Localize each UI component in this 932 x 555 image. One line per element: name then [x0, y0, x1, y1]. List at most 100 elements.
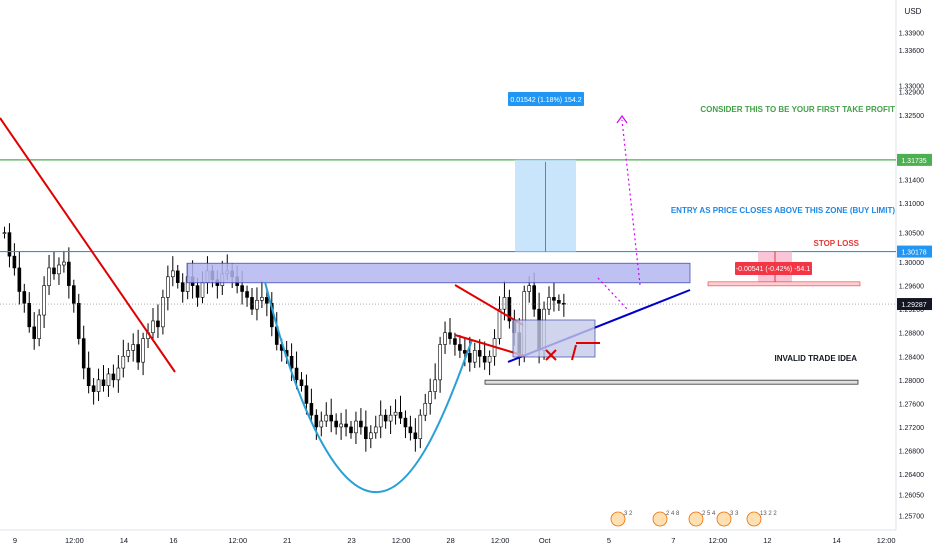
time-tick-label: 12:00	[491, 536, 510, 545]
candle-body	[62, 261, 66, 266]
time-tick-label: 9	[13, 536, 17, 545]
candle-body	[378, 414, 383, 428]
candle-body	[245, 291, 249, 298]
level-badge	[897, 245, 932, 258]
price-tick-label: 1.29600	[899, 284, 924, 291]
candle-body	[250, 297, 254, 310]
candle-body	[562, 302, 566, 305]
candle-body	[86, 367, 91, 387]
price-tick-label: 1.27200	[899, 425, 924, 432]
candle-body	[121, 355, 126, 369]
event-badge-icon[interactable]	[652, 511, 668, 527]
resistance-zone	[186, 262, 691, 284]
candle-body	[309, 403, 314, 416]
candle-body	[27, 302, 32, 328]
candle-body	[344, 423, 348, 428]
candle-body	[42, 285, 46, 316]
candle-body	[81, 338, 86, 369]
price-tick-label: 1.25700	[899, 513, 924, 520]
candle-body	[171, 270, 175, 278]
candle-body	[403, 417, 408, 428]
candle-body	[339, 423, 343, 428]
candle-body	[532, 285, 536, 310]
candle-body	[359, 420, 363, 428]
price-tick-label: 1.28400	[899, 354, 924, 361]
candle-body	[383, 414, 388, 422]
candle-body	[463, 350, 467, 354]
candle-body	[195, 285, 200, 298]
candle-body	[116, 367, 121, 381]
candle-body	[91, 385, 96, 392]
level-label: 1.30178	[901, 250, 926, 257]
candle-body	[72, 285, 76, 304]
event-badge-label: 3 2	[624, 511, 633, 517]
last-price-badge	[897, 298, 932, 311]
price-tick-label: 1.32900	[899, 89, 924, 96]
candle-body	[22, 291, 27, 304]
candle-body	[175, 270, 180, 283]
last-price-label: 1.29287	[901, 302, 926, 309]
time-tick-label: 28	[446, 536, 454, 545]
candle-body	[111, 373, 116, 381]
candle-body	[408, 426, 413, 434]
candle-body	[141, 338, 145, 363]
time-tick-label: 14	[120, 536, 128, 545]
price-tick-label: 1.26400	[899, 472, 924, 479]
candle-body	[289, 355, 294, 369]
candle-body	[324, 414, 329, 422]
candle-body	[299, 379, 304, 387]
candle-body	[131, 344, 135, 351]
candle-body	[304, 385, 309, 404]
price-tick-label: 1.33000	[899, 83, 924, 90]
currency-label: USD	[905, 7, 922, 16]
candle-body	[47, 267, 51, 286]
event-badge-label: 13 2 2	[760, 511, 777, 517]
candle-body	[448, 332, 452, 339]
candle-body	[487, 355, 492, 363]
cross-mark	[545, 349, 557, 361]
event-badge-icon[interactable]	[688, 511, 704, 527]
candle-body	[294, 367, 299, 381]
time-tick-label: 12:00	[65, 536, 84, 545]
candle-body	[2, 232, 7, 234]
candle-body	[433, 379, 437, 392]
event-badge-icon[interactable]	[610, 511, 626, 527]
candle-body	[7, 232, 12, 257]
measure-short-label: -0.00541 (-0.42%) -54.1	[736, 266, 810, 273]
level-badge	[897, 153, 932, 166]
invalid-label: INVALID TRADE IDEA	[774, 354, 857, 363]
wedge-upper-line	[454, 284, 524, 326]
candle-body	[329, 414, 334, 422]
price-tick-label: 1.33600	[899, 48, 924, 55]
price-tick-label: 1.29200	[899, 307, 924, 314]
candle-body	[398, 411, 403, 419]
candle-body	[507, 297, 512, 322]
stop-loss-label: STOP LOSS	[814, 239, 860, 248]
measure-long-label: 0.01542 (1.18%) 154.2	[510, 97, 581, 104]
candle-body	[67, 261, 71, 286]
candle-body	[17, 267, 22, 292]
measure-short-badge	[735, 262, 812, 275]
price-tick-label: 1.30000	[899, 260, 924, 267]
candle-body	[364, 426, 368, 440]
event-badge-icon[interactable]	[746, 511, 762, 527]
price-tick-label: 1.26050	[899, 493, 924, 500]
event-badge-icon[interactable]	[716, 511, 732, 527]
candle-body	[136, 344, 140, 363]
time-tick-label: 12:00	[392, 536, 411, 545]
projection-path	[597, 119, 641, 311]
price-scale-panel	[896, 0, 932, 550]
candle-body	[96, 379, 101, 392]
entry-label: ENTRY AS PRICE CLOSES ABOVE THIS ZONE (B…	[671, 206, 896, 215]
candle-body	[52, 267, 56, 275]
price-tick-label: 1.32500	[899, 113, 924, 120]
candle-body	[413, 432, 418, 440]
candle-body	[472, 350, 477, 363]
candle-body	[76, 302, 81, 339]
projection-arrowhead	[616, 114, 628, 124]
candle-body	[467, 353, 472, 363]
candle-body	[547, 297, 551, 310]
time-tick-label: 21	[283, 536, 291, 545]
candle-body	[388, 414, 393, 422]
